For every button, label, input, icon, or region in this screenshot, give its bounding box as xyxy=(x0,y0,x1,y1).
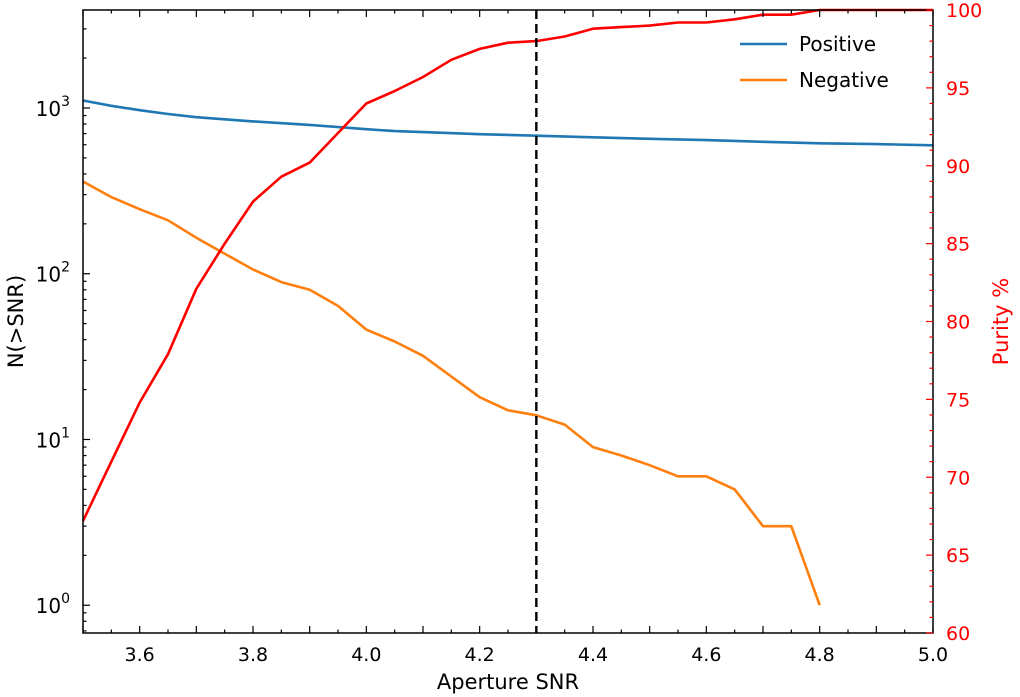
x-tick-label: 3.6 xyxy=(125,644,155,666)
x-tick-label: 4.4 xyxy=(578,644,608,666)
y-left-tick-base: 10 xyxy=(36,263,61,287)
y-right-tick-label: 65 xyxy=(946,545,970,567)
series-line-positive xyxy=(82,99,934,147)
x-tick-label: 3.8 xyxy=(238,644,268,666)
y-right-tick-label: 90 xyxy=(946,156,970,178)
y-left-tick-base: 10 xyxy=(36,97,61,121)
x-tick-label: 5.0 xyxy=(918,644,948,666)
x-tick-label: 4.8 xyxy=(805,644,835,666)
y-left-tick-label: 101 xyxy=(36,425,70,452)
legend: Positive Negative xyxy=(740,32,889,92)
legend-label-positive: Positive xyxy=(799,32,876,56)
axis-labels: 3.6 3.8 4.0 4.2 4.4 4.6 4.8 5.01001011021036065… xyxy=(4,0,1013,694)
y-left-tick-label: 103 xyxy=(36,94,70,121)
y-left-tick-exponent: 3 xyxy=(61,94,70,110)
plot-frame xyxy=(82,9,934,634)
y-right-tick-label: 70 xyxy=(946,467,970,489)
x-tick-label: 4.6 xyxy=(691,644,721,666)
y-right-tick-label: 95 xyxy=(946,78,970,100)
legend-label-negative: Negative xyxy=(799,68,889,92)
series-line-purity xyxy=(81,8,933,522)
y-right-axis-title: Purity % xyxy=(989,278,1013,365)
y-left-tick-exponent: 1 xyxy=(61,425,70,441)
y-left-tick-label: 100 xyxy=(36,591,70,618)
y-left-tick-exponent: 0 xyxy=(61,591,70,607)
y-left-tick-exponent: 2 xyxy=(61,260,70,276)
y-left-axis-title: N(>SNR) xyxy=(4,275,28,368)
y-right-tick-label: 85 xyxy=(946,234,970,256)
y-right-tick-label: 75 xyxy=(946,389,970,411)
y-left-tick-base: 10 xyxy=(36,594,61,618)
y-right-tick-label: 80 xyxy=(946,312,970,334)
x-tick-label: 4.2 xyxy=(465,644,495,666)
plot-lines xyxy=(81,8,934,633)
y-right-tick-label: 60 xyxy=(946,623,970,645)
axis-ticks xyxy=(82,9,934,634)
y-right-tick-label: 100 xyxy=(946,0,982,22)
x-tick-label: 4.0 xyxy=(351,644,381,666)
series-line-negative xyxy=(82,180,821,606)
x-axis-title: Aperture SNR xyxy=(437,670,579,694)
y-left-tick-label: 102 xyxy=(36,260,70,287)
y-left-tick-base: 10 xyxy=(36,428,61,452)
